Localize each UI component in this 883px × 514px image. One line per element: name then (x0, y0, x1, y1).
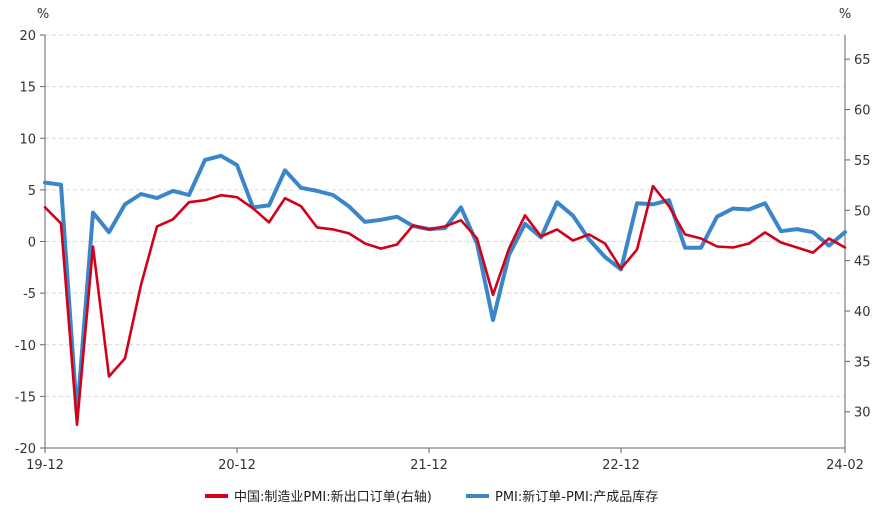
gridlines (45, 34, 845, 397)
right-axis-tick-label: 50 (854, 204, 871, 219)
legend: 中国:制造业PMI:新出口订单(右轴) PMI:新订单-PMI:产成品库存 (205, 489, 658, 505)
right-axis-tick-label: 55 (854, 154, 871, 169)
legend-label-export-orders: 中国:制造业PMI:新出口订单(右轴) (234, 489, 432, 505)
left-axis-tick-label: -15 (15, 390, 36, 405)
right-axis-unit: % (839, 7, 851, 22)
right-axis-tick-label: 45 (854, 255, 871, 270)
right-axis-tick-label: 65 (854, 53, 871, 68)
left-axis-tick-label: -20 (15, 442, 36, 457)
x-axis-tick-label: 19-12 (26, 458, 64, 473)
x-axis-tick-label: 24-02 (826, 458, 864, 473)
series-line-export-orders (43, 184, 847, 427)
left-axis-tick-label: 10 (19, 132, 36, 147)
left-axis-tick-label: 5 (28, 184, 36, 199)
left-axis-tick-label: 20 (19, 29, 36, 44)
right-axis-tick-label: 60 (854, 104, 871, 119)
x-axis-tick-label: 21-12 (410, 458, 448, 473)
right-axis-tick-label: 30 (854, 406, 871, 421)
left-axis-tick-label: 15 (19, 81, 36, 96)
series-line-orders-minus-inventory (43, 153, 847, 417)
axes: % % 20151050-5-10-15-2065605550454035301… (15, 7, 871, 473)
left-axis-tick-label: -10 (15, 339, 36, 354)
series-lines (43, 153, 847, 427)
left-axis-tick-label: 0 (28, 236, 36, 251)
left-axis-tick-label: -5 (23, 287, 36, 302)
x-axis-tick-label: 20-12 (218, 458, 256, 473)
x-axis-tick-label: 22-12 (602, 458, 640, 473)
right-axis-tick-label: 40 (854, 305, 871, 320)
left-axis-unit: % (37, 7, 49, 22)
right-axis-tick-label: 35 (854, 355, 871, 370)
legend-label-orders-minus-inventory: PMI:新订单-PMI:产成品库存 (495, 489, 658, 505)
